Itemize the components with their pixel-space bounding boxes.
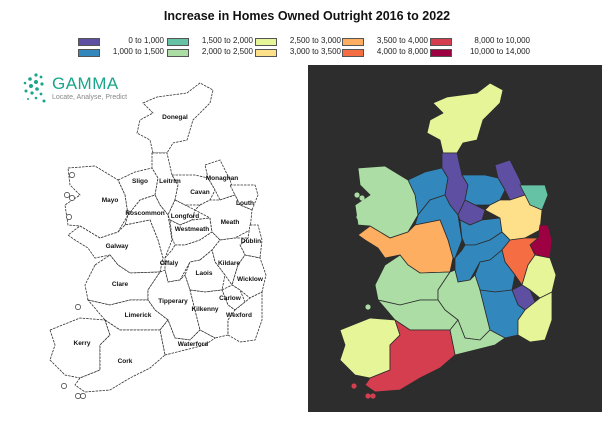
county-outline-roscommon xyxy=(124,194,173,259)
county-outline-kilkenny xyxy=(189,289,236,339)
island-fill xyxy=(356,214,362,220)
legend-label: 2,500 to 3,000 xyxy=(289,36,341,45)
legend-label: 0 to 1,000 xyxy=(128,36,164,45)
county-label-wicklow: Wicklow xyxy=(237,276,264,283)
county-label-clare: Clare xyxy=(112,281,129,288)
county-label-mayo: Mayo xyxy=(102,197,119,204)
county-outline-cork xyxy=(74,319,166,393)
legend-item: 3,500 to 4,000 xyxy=(342,36,428,46)
outline-map: Donegal Sligo Leitrim Monaghan Cavan Louth May… xyxy=(49,82,267,399)
island-fill xyxy=(365,304,371,310)
county-outline-mayo xyxy=(64,165,129,239)
legend-swatch xyxy=(255,48,277,57)
county-label-cork: Cork xyxy=(118,358,133,365)
county-label-westmeath: Westmeath xyxy=(175,226,210,233)
gamma-logo: GAMMA Locate, Analyse, Predict xyxy=(22,72,127,108)
legend-label: 1,500 to 2,000 xyxy=(201,36,253,45)
island-outline xyxy=(69,195,75,201)
county-outline-donegal xyxy=(136,82,214,154)
map-title: Increase in Homes Owned Outright 2016 to… xyxy=(163,9,451,23)
island-fill xyxy=(359,195,365,201)
island-fill xyxy=(359,172,365,178)
county-outline-wexford xyxy=(227,291,263,343)
logo-name: GAMMA xyxy=(52,74,119,93)
county-label-donegal: Donegal xyxy=(162,114,188,121)
legend-swatch xyxy=(255,37,277,46)
logo-tagline: Locate, Analyse, Predict xyxy=(52,94,128,101)
legend-label: 2,000 to 2,500 xyxy=(201,47,253,56)
island-outline xyxy=(69,172,75,178)
county-label-kildare: Kildare xyxy=(218,260,240,267)
county-label-waterford: Waterford xyxy=(178,341,208,348)
island-fill xyxy=(365,393,371,399)
county-fill-cork xyxy=(364,319,456,393)
legend-item: 10,000 to 14,000 xyxy=(430,47,530,57)
county-fill-mayo xyxy=(354,165,419,239)
legend-item: 8,000 to 10,000 xyxy=(430,36,530,46)
county-label-louth: Louth xyxy=(236,200,254,207)
county-label-sligo: Sligo xyxy=(132,178,148,185)
island-outline xyxy=(66,214,72,220)
county-fill-wexford xyxy=(517,291,553,343)
county-label-carlow: Carlow xyxy=(219,295,242,302)
county-label-leitrim: Leitrim xyxy=(159,178,181,185)
logo-dots-icon xyxy=(23,73,46,103)
county-label-wexford: Wexford xyxy=(226,312,252,319)
legend-swatch xyxy=(78,48,100,57)
legend-swatch xyxy=(167,37,189,46)
legend-label: 3,500 to 4,000 xyxy=(376,36,428,45)
legend-swatch xyxy=(430,37,452,46)
legend-swatch xyxy=(342,48,364,57)
county-label-galway: Galway xyxy=(106,243,129,250)
legend-item: 3,000 to 3,500 xyxy=(255,47,341,57)
island-outline xyxy=(75,304,81,310)
legend-item: 2,000 to 2,500 xyxy=(167,47,253,57)
county-label-cavan: Cavan xyxy=(190,189,210,196)
legend-item: 2,500 to 3,000 xyxy=(255,36,341,46)
legend-swatch xyxy=(430,48,452,57)
county-outline-tipperary xyxy=(147,269,201,341)
county-label-limerick: Limerick xyxy=(125,312,152,319)
legend-label: 8,000 to 10,000 xyxy=(474,36,530,45)
legend-swatch xyxy=(78,37,100,46)
legend-item: 0 to 1,000 xyxy=(78,36,164,46)
legend-label: 1,000 to 1,500 xyxy=(112,47,164,56)
legend-label: 3,000 to 3,500 xyxy=(289,47,341,56)
county-label-monaghan: Monaghan xyxy=(206,175,239,182)
island-outline xyxy=(64,192,70,198)
legend-label: 10,000 to 14,000 xyxy=(469,47,530,56)
county-label-longford: Longford xyxy=(171,213,200,220)
island-fill xyxy=(354,192,360,198)
county-label-roscommon: Roscommon xyxy=(125,210,164,217)
county-label-offaly: Offaly xyxy=(160,260,179,267)
choropleth-map xyxy=(339,82,557,399)
island-outline xyxy=(80,393,86,399)
island-fill xyxy=(370,393,376,399)
county-label-tipperary: Tipperary xyxy=(158,298,188,305)
legend-swatch xyxy=(167,48,189,57)
island-fill xyxy=(351,383,357,389)
county-label-dublin: Dublin xyxy=(241,238,261,245)
legend-item: 1,000 to 1,500 xyxy=(78,47,164,57)
county-label-laois: Laois xyxy=(196,270,213,277)
legend-swatch xyxy=(342,37,364,46)
county-label-meath: Meath xyxy=(221,219,240,226)
legend-item: 1,500 to 2,000 xyxy=(167,36,253,46)
island-outline xyxy=(61,383,67,389)
legend-label: 4,000 to 8,000 xyxy=(376,47,428,56)
county-fill-donegal xyxy=(426,82,504,154)
county-label-kilkenny: Kilkenny xyxy=(191,306,218,313)
island-outline xyxy=(75,393,81,399)
county-label-kerry: Kerry xyxy=(74,340,91,347)
legend-item: 4,000 to 8,000 xyxy=(342,47,428,57)
